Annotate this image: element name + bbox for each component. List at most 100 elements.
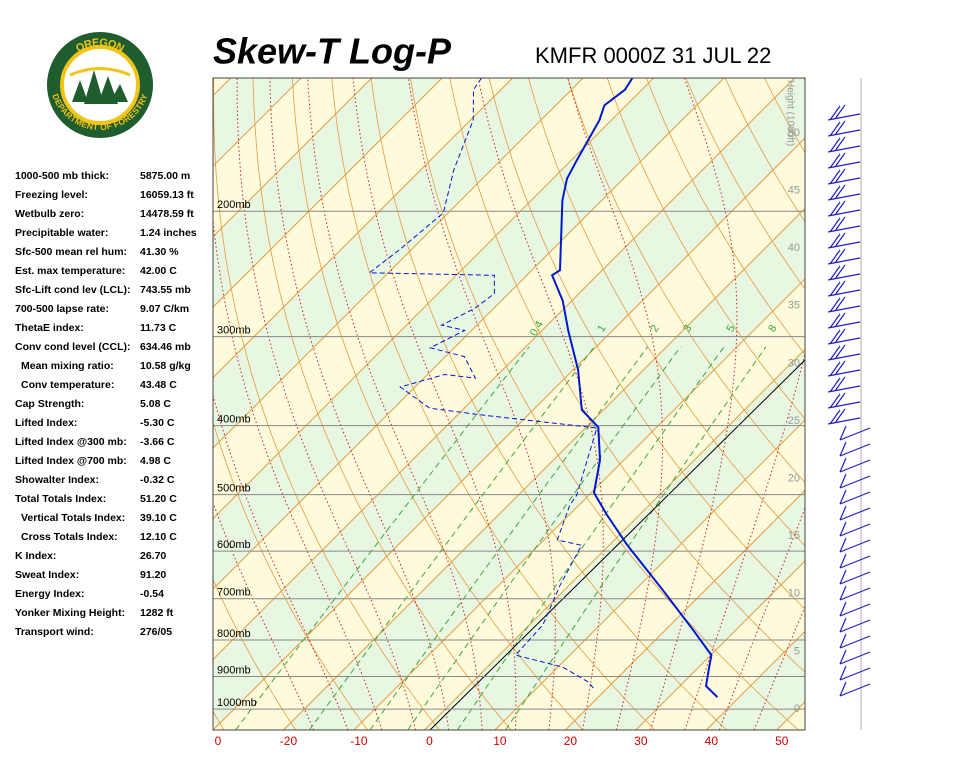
wind-barb xyxy=(828,345,860,360)
height-tick-label: 30 xyxy=(788,357,800,369)
wind-barb xyxy=(840,538,870,552)
height-tick-label: 40 xyxy=(788,242,800,254)
index-label: Lifted Index @700 mb: xyxy=(15,455,127,467)
x-tick-label: 30 xyxy=(634,734,648,748)
index-value: 743.55 mb xyxy=(140,284,191,296)
y-tick-label: 800mb xyxy=(217,628,251,640)
wind-barb xyxy=(828,137,860,152)
index-label: Sweat Index: xyxy=(15,569,79,581)
index-value: 41.30 % xyxy=(140,246,179,258)
x-tick-label: 50 xyxy=(775,734,789,748)
index-label: Est. max temperature: xyxy=(15,265,125,277)
x-tick-label: 10 xyxy=(493,734,507,748)
wind-barb xyxy=(840,522,870,536)
wind-barb xyxy=(840,650,870,664)
wind-barb xyxy=(840,426,870,440)
wind-barb xyxy=(840,474,870,488)
height-tick-label: 15 xyxy=(788,530,800,542)
dry-adiabat xyxy=(883,78,960,730)
y-tick-label: 1000mb xyxy=(217,697,257,709)
x-tick-label: 0 xyxy=(215,734,222,748)
index-label: 1000-500 mb thick: xyxy=(15,170,109,182)
wind-barb xyxy=(828,249,860,264)
y-tick-label: 200mb xyxy=(217,199,251,211)
index-value: -0.54 xyxy=(140,588,164,600)
wind-barb xyxy=(828,297,860,312)
wind-barb xyxy=(828,153,860,168)
index-value: -3.66 C xyxy=(140,436,175,448)
wind-barb xyxy=(828,233,860,248)
index-value: 5.08 C xyxy=(140,398,171,410)
y-tick-label: 600mb xyxy=(217,539,251,551)
wind-barb xyxy=(828,361,860,376)
index-value: -0.32 C xyxy=(140,474,175,486)
index-label: Energy Index: xyxy=(15,588,84,600)
wind-barb xyxy=(840,554,870,568)
index-value: 42.00 C xyxy=(140,265,177,277)
station: KMFR 0000Z 31 JUL 22 xyxy=(535,43,771,68)
height-tick-label: 5 xyxy=(794,645,800,657)
wind-barb xyxy=(840,586,870,600)
height-tick-label: 45 xyxy=(788,185,800,197)
index-label: Total Totals Index: xyxy=(15,493,106,505)
index-label: Lifted Index: xyxy=(15,417,77,429)
index-value: 10.58 g/kg xyxy=(140,360,191,372)
index-label: Wetbulb zero: xyxy=(15,208,84,220)
y-tick-label: 400mb xyxy=(217,414,251,426)
index-label: Precipitable water: xyxy=(15,227,108,239)
wind-barb xyxy=(840,634,870,648)
y-tick-label: 300mb xyxy=(217,325,251,337)
index-label: Sfc-500 mean rel hum: xyxy=(15,246,127,258)
y-tick-label: 900mb xyxy=(217,664,251,676)
wind-barbs xyxy=(828,105,870,696)
dry-adiabat xyxy=(922,78,960,730)
dry-adiabat xyxy=(804,78,960,730)
index-value: 39.10 C xyxy=(140,512,177,524)
wind-barb xyxy=(828,217,860,232)
wind-barb xyxy=(828,409,860,424)
index-label: Freezing level: xyxy=(15,189,88,201)
index-label: Conv cond level (CCL): xyxy=(15,341,131,353)
height-label: Height (1000ft) xyxy=(784,80,795,146)
height-tick-label: 10 xyxy=(788,588,800,600)
index-value: 51.20 C xyxy=(140,493,177,505)
y-tick-label: 500mb xyxy=(217,483,251,495)
index-label: Cap Strength: xyxy=(15,398,84,410)
index-value: -5.30 C xyxy=(140,417,175,429)
title: Skew-T Log-P xyxy=(213,31,452,72)
wind-barb xyxy=(828,185,860,200)
index-value: 26.70 xyxy=(140,550,166,562)
index-value: 12.10 C xyxy=(140,531,177,543)
x-tick-label: 40 xyxy=(705,734,719,748)
wind-barb xyxy=(828,393,860,408)
x-tick-label: -10 xyxy=(350,734,368,748)
wind-barb xyxy=(828,377,860,392)
index-label: 700-500 lapse rate: xyxy=(15,303,109,315)
index-label: Sfc-Lift cond lev (LCL): xyxy=(15,284,131,296)
index-label: ThetaE index: xyxy=(15,322,84,334)
x-tick-label: -20 xyxy=(280,734,298,748)
wind-barb xyxy=(828,201,860,216)
wind-barb xyxy=(828,329,860,344)
wind-barb xyxy=(828,121,860,136)
index-value: 11.73 C xyxy=(140,322,177,334)
height-tick-label: 35 xyxy=(788,300,800,312)
index-value: 43.48 C xyxy=(140,379,177,391)
x-tick-label: 20 xyxy=(564,734,578,748)
index-label: Transport wind: xyxy=(15,626,94,638)
wind-barb xyxy=(840,682,870,696)
index-value: 276/05 xyxy=(140,626,172,638)
index-value: 634.46 mb xyxy=(140,341,191,353)
y-tick-label: 700mb xyxy=(217,587,251,599)
height-tick-label: 20 xyxy=(788,473,800,485)
index-label: Showalter Index: xyxy=(15,474,99,486)
index-label: Lifted Index @300 mb: xyxy=(15,436,127,448)
wind-barb xyxy=(840,666,870,680)
isotherm xyxy=(847,78,960,730)
index-value: 91.20 xyxy=(140,569,166,581)
index-value: 4.98 C xyxy=(140,455,171,467)
x-tick-label: 0 xyxy=(426,734,433,748)
height-tick-label: 0 xyxy=(794,703,800,715)
